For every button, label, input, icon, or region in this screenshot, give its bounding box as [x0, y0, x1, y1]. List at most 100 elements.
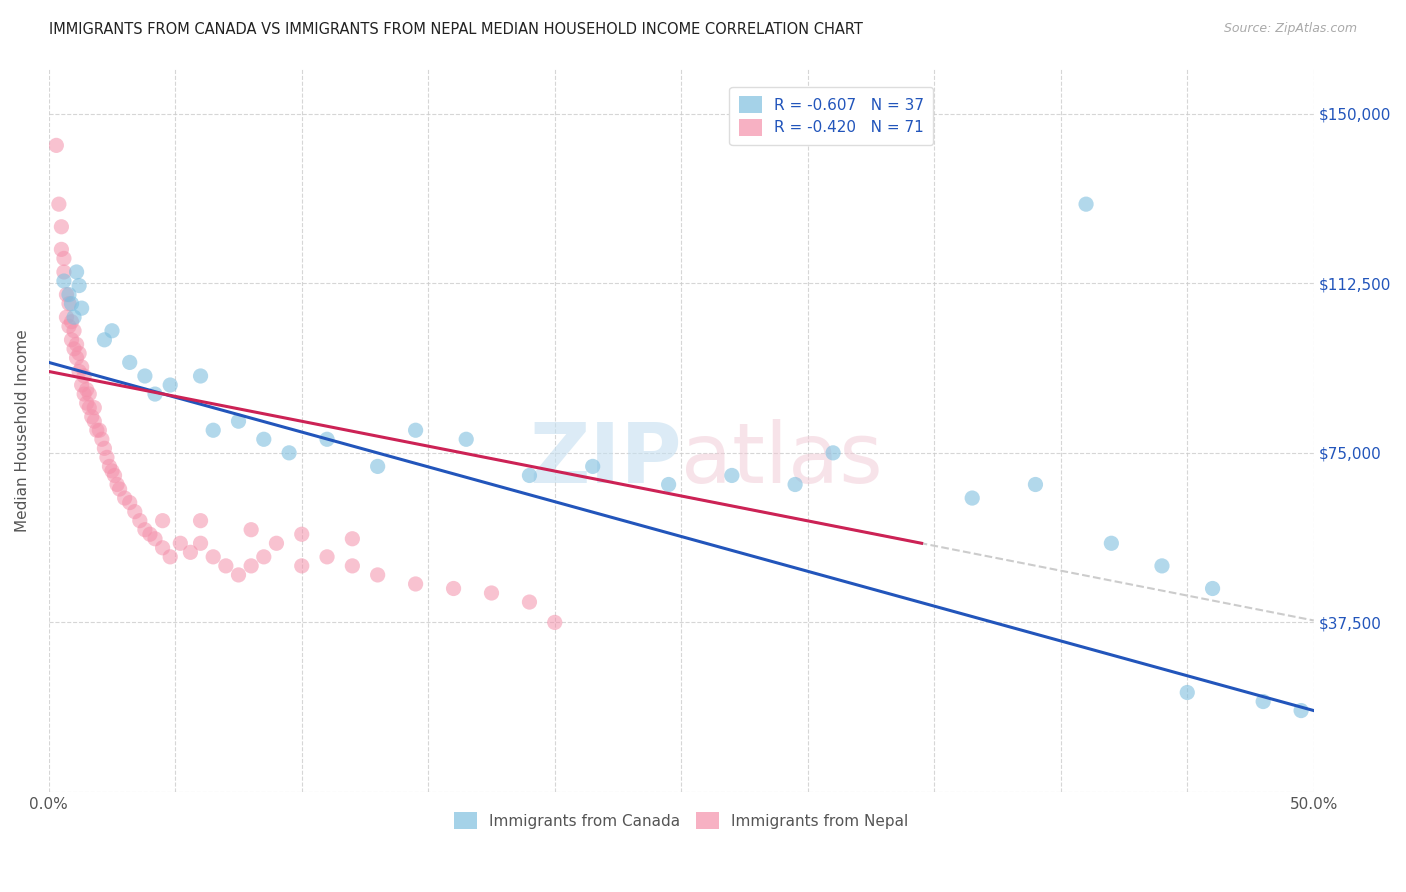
Point: [103, 468, 125, 483]
Point: [55, 310, 77, 325]
Point: [60, 333, 83, 347]
Point: [253, 549, 276, 564]
Point: [316, 432, 339, 446]
Point: [960, 491, 983, 505]
Point: [60, 296, 83, 310]
Point: [124, 505, 146, 519]
Point: [93, 333, 115, 347]
Point: [519, 595, 541, 609]
Point: [159, 549, 181, 564]
Point: [215, 558, 238, 573]
Point: [55, 287, 77, 301]
Point: [51, 219, 73, 234]
Point: [152, 514, 174, 528]
Point: [582, 459, 605, 474]
Point: [51, 243, 73, 257]
Point: [45, 138, 67, 153]
Point: [1201, 582, 1223, 596]
Point: [1099, 536, 1122, 550]
Point: [202, 423, 225, 437]
Point: [65, 337, 87, 351]
Point: [143, 387, 166, 401]
Point: [143, 532, 166, 546]
Point: [367, 568, 389, 582]
Point: [190, 514, 212, 528]
Point: [80, 409, 103, 424]
Point: [405, 577, 427, 591]
Point: [58, 296, 80, 310]
Point: [228, 414, 250, 428]
Text: atlas: atlas: [682, 418, 883, 500]
Point: [1150, 558, 1173, 573]
Point: [96, 450, 118, 465]
Point: [108, 482, 131, 496]
Point: [481, 586, 503, 600]
Point: [63, 310, 86, 325]
Point: [83, 401, 105, 415]
Point: [73, 387, 96, 401]
Point: [1251, 694, 1274, 708]
Point: [70, 301, 93, 315]
Point: [93, 442, 115, 456]
Point: [152, 541, 174, 555]
Point: [76, 396, 98, 410]
Point: [86, 423, 108, 437]
Point: [1074, 197, 1097, 211]
Point: [134, 369, 156, 384]
Point: [519, 468, 541, 483]
Point: [342, 532, 364, 546]
Point: [52, 274, 75, 288]
Point: [202, 549, 225, 564]
Point: [70, 359, 93, 374]
Point: [63, 324, 86, 338]
Point: [70, 378, 93, 392]
Text: IMMIGRANTS FROM CANADA VS IMMIGRANTS FROM NEPAL MEDIAN HOUSEHOLD INCOME CORRELAT: IMMIGRANTS FROM CANADA VS IMMIGRANTS FRO…: [49, 22, 863, 37]
Point: [228, 568, 250, 582]
Point: [101, 464, 124, 478]
Point: [1024, 477, 1046, 491]
Point: [139, 527, 162, 541]
Y-axis label: Median Household Income: Median Household Income: [15, 329, 30, 532]
Point: [266, 536, 288, 550]
Point: [98, 459, 121, 474]
Legend: Immigrants from Canada, Immigrants from Nepal: Immigrants from Canada, Immigrants from …: [449, 806, 914, 835]
Point: [67, 364, 90, 378]
Point: [77, 387, 100, 401]
Point: [544, 615, 567, 630]
Point: [240, 523, 263, 537]
Point: [118, 495, 141, 509]
Text: Source: ZipAtlas.com: Source: ZipAtlas.com: [1223, 22, 1357, 36]
Point: [159, 378, 181, 392]
Point: [342, 558, 364, 573]
Point: [169, 536, 191, 550]
Point: [58, 319, 80, 334]
Point: [52, 252, 75, 266]
Point: [67, 346, 90, 360]
Point: [90, 432, 112, 446]
Point: [190, 536, 212, 550]
Point: [278, 446, 301, 460]
Point: [63, 342, 86, 356]
Point: [65, 351, 87, 365]
Point: [405, 423, 427, 437]
Point: [77, 401, 100, 415]
Point: [316, 549, 339, 564]
Point: [114, 491, 136, 505]
Point: [658, 477, 681, 491]
Point: [101, 324, 124, 338]
Point: [52, 265, 75, 279]
Point: [291, 527, 314, 541]
Point: [291, 558, 314, 573]
Point: [456, 432, 478, 446]
Point: [128, 514, 150, 528]
Point: [367, 459, 389, 474]
Point: [443, 582, 465, 596]
Point: [73, 369, 96, 384]
Point: [823, 446, 845, 460]
Point: [253, 432, 276, 446]
Point: [48, 197, 70, 211]
Point: [89, 423, 111, 437]
Point: [83, 414, 105, 428]
Point: [1175, 685, 1198, 699]
Text: ZIP: ZIP: [529, 418, 682, 500]
